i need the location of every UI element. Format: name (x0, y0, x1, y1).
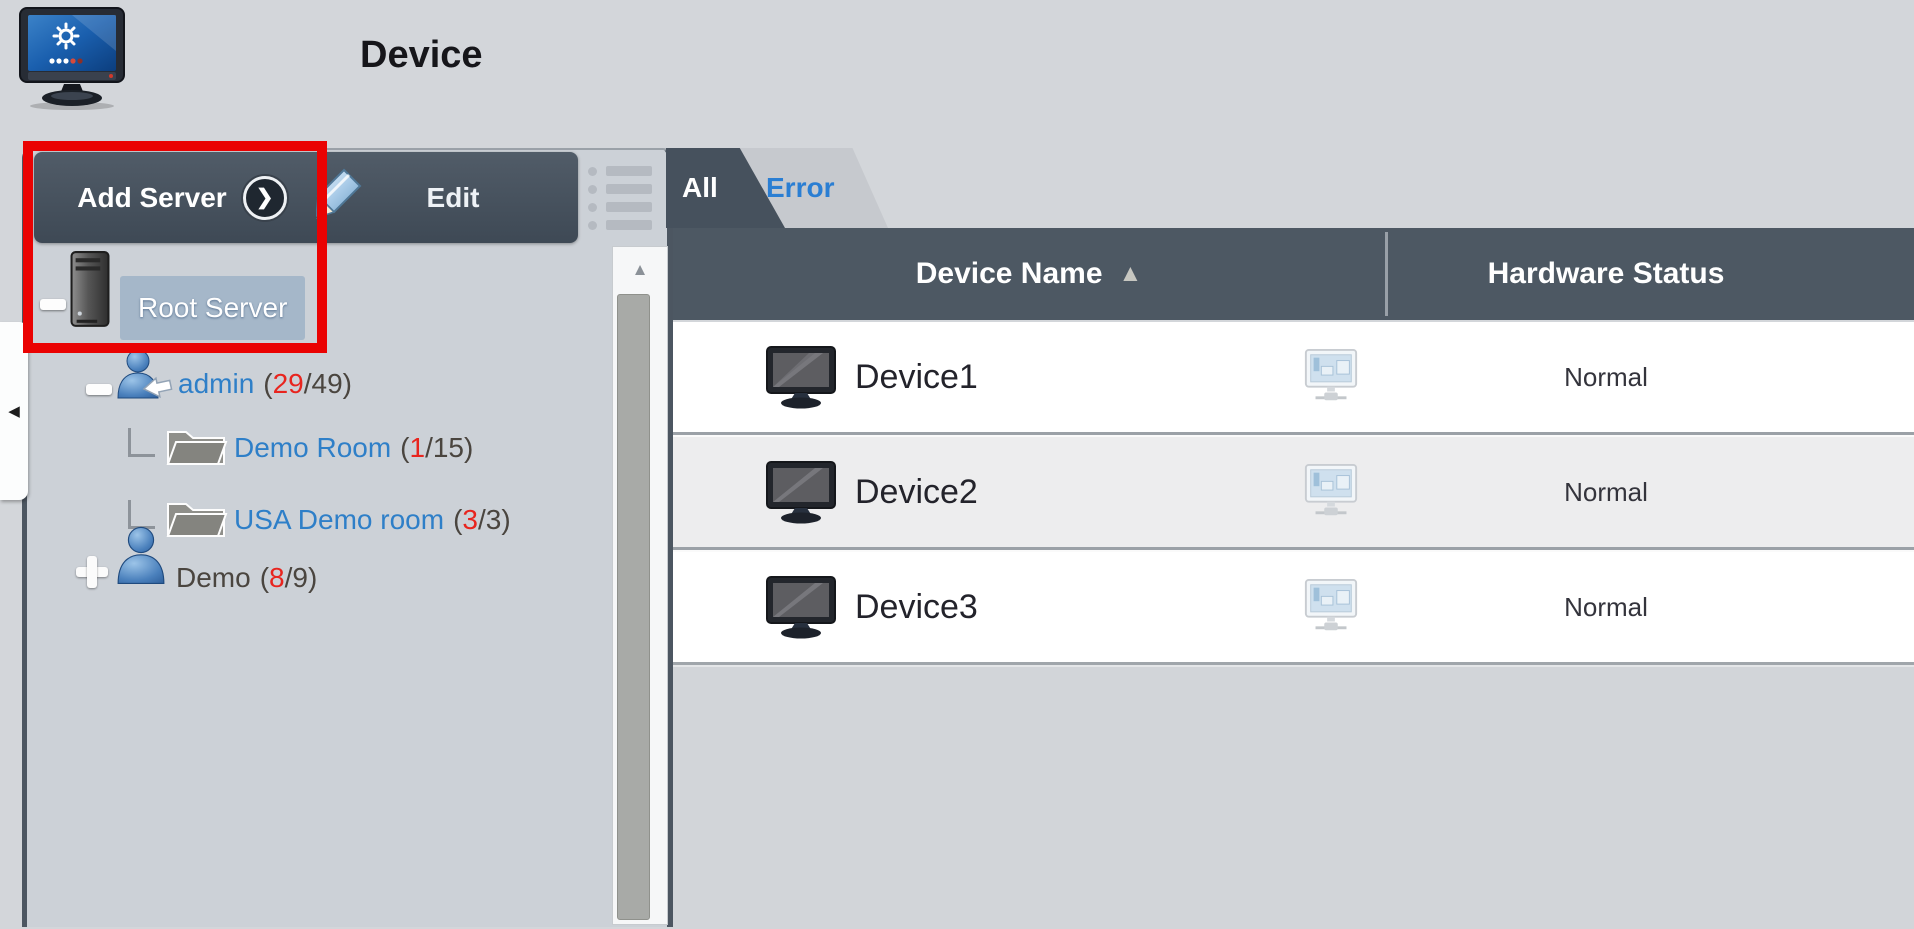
tree-node-label: Demo Room (234, 432, 392, 463)
folder-icon (164, 494, 228, 547)
page-title: Device (360, 34, 483, 76)
column-header-hardware-status[interactable]: Hardware Status (1487, 257, 1725, 290)
list-view-icon[interactable] (588, 166, 652, 238)
device-monitor-icon (765, 460, 837, 529)
hardware-status: Normal (1564, 591, 1648, 622)
table-row[interactable] (673, 437, 1914, 547)
sort-asc-icon: ▲ (1118, 260, 1143, 287)
tree-node-usa-demo-room[interactable]: USA Demo room (3/3) (234, 504, 511, 535)
table-header (673, 228, 1914, 320)
display-status-icon (1300, 348, 1362, 411)
scroll-up-icon[interactable]: ▲ (631, 260, 649, 279)
folder-icon (164, 422, 228, 475)
table-row[interactable] (673, 322, 1914, 432)
expand-chevron-icon: ❯ (242, 175, 287, 220)
row-divider (673, 662, 1914, 667)
table-row[interactable] (673, 552, 1914, 662)
row-divider (673, 547, 1914, 552)
tree-node-label: admin (178, 368, 255, 399)
user-icon (112, 524, 170, 593)
tree-node-demo[interactable]: Demo (8/9) (176, 562, 318, 593)
edit-button[interactable]: Edit (315, 152, 576, 243)
device-monitor-icon (765, 345, 837, 414)
tree-toggle-minus-admin[interactable] (86, 384, 112, 395)
column-divider (1385, 232, 1388, 316)
annotation-highlight-box (23, 141, 327, 353)
add-server-label: Add Server (77, 181, 227, 213)
tree-toggle-plus-demo[interactable] (76, 556, 108, 588)
display-status-icon (1300, 578, 1362, 641)
device-name: Device1 (855, 357, 978, 396)
device-name: Device3 (855, 587, 978, 626)
display-app-icon (14, 6, 130, 110)
table-empty-area (673, 667, 1914, 929)
hardware-status: Normal (1564, 361, 1648, 392)
hardware-status: Normal (1564, 476, 1648, 507)
tree-toggle-minus-root[interactable] (40, 299, 66, 310)
device-name: Device2 (855, 472, 978, 511)
tree-node-label: Demo (176, 562, 251, 593)
row-divider (673, 432, 1914, 437)
tree-branch-connector (128, 428, 155, 457)
tree-node-label: USA Demo room (234, 504, 445, 535)
display-status-icon (1300, 463, 1362, 526)
tree-scrollbar-thumb[interactable] (617, 294, 650, 920)
edit-label: Edit (426, 181, 480, 213)
admin-user-icon (114, 346, 174, 409)
tree-toolbar (34, 152, 578, 243)
server-icon (66, 250, 114, 335)
tree-node-root-server[interactable]: Root Server (120, 276, 306, 340)
tree-node-admin[interactable]: admin (29/49) (178, 368, 352, 399)
tree-node-demo-room[interactable]: Demo Room (1/15) (234, 432, 474, 463)
column-header-device-name[interactable]: Device Name ▲ (915, 257, 1143, 290)
add-server-button[interactable]: Add Server ❯ (36, 152, 328, 243)
device-monitor-icon (765, 575, 837, 644)
